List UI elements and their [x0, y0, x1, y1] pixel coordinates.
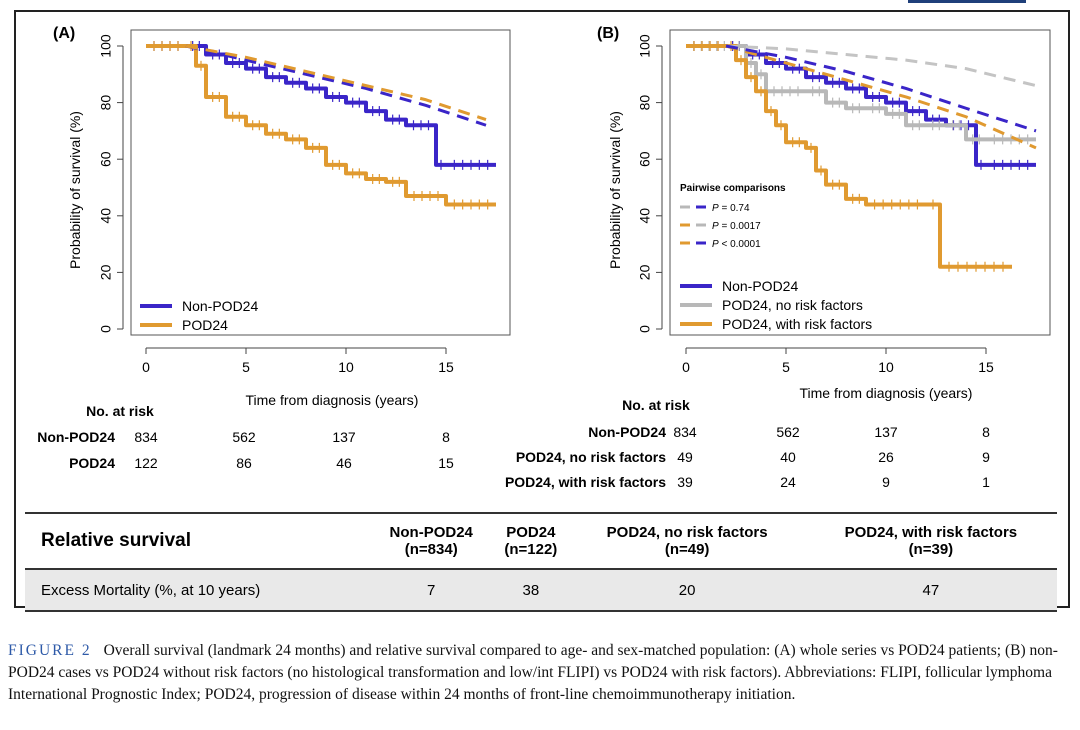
series-line-non-pod24	[686, 44, 1036, 167]
series-line-non-pod24	[146, 44, 496, 167]
series-line-pod24-with-risk-factors	[686, 44, 1012, 269]
reference-dashed-line	[185, 44, 487, 127]
risk-value: 562	[776, 424, 800, 440]
y-tick-label: 40	[637, 208, 653, 224]
risk-row-label: Non-POD24	[37, 429, 115, 445]
figure-label: FIGURE 2	[8, 642, 92, 659]
figure-caption: FIGURE 2 Overall survival (landmark 24 mo…	[8, 640, 1072, 706]
risk-value: 9	[982, 449, 990, 465]
x-axis-label: Time from diagnosis (years)	[246, 392, 419, 408]
column-header: POD24 (n=122)	[492, 512, 570, 570]
risk-row-label: Non-POD24	[588, 424, 666, 440]
reference-dashed-line	[185, 44, 487, 122]
column-header: POD24, no risk factors (n=49)	[569, 512, 805, 570]
table-cell: 7	[370, 569, 493, 612]
risk-value: 86	[236, 455, 252, 471]
x-tick-label: 15	[438, 359, 454, 375]
pairwise-p-value: P < 0.0001	[712, 239, 761, 250]
x-tick-label: 10	[338, 359, 354, 375]
risk-value: 15	[438, 455, 454, 471]
legend-label: POD24	[182, 317, 228, 333]
x-tick-label: 10	[878, 359, 894, 375]
x-axis-label: Time from diagnosis (years)	[800, 385, 973, 401]
series-line-pod24-no-risk-factors	[686, 44, 1036, 142]
row-label: Excess Mortality (%, at 10 years)	[25, 569, 371, 612]
risk-value: 834	[134, 429, 158, 445]
risk-value: 9	[882, 474, 890, 490]
table-cell: 38	[492, 569, 570, 612]
risk-value: 24	[780, 474, 796, 490]
risk-value: 40	[780, 449, 796, 465]
pairwise-title: Pairwise comparisons	[680, 183, 786, 194]
risk-value: 122	[134, 455, 158, 471]
column-header: POD24, with risk factors (n=39)	[804, 512, 1057, 570]
pairwise-p-value: P = 0.0017	[712, 221, 761, 232]
y-tick-label: 40	[98, 208, 114, 224]
plot-frame	[669, 29, 1051, 336]
risk-value: 49	[677, 449, 693, 465]
panel-label: (A)	[53, 25, 75, 42]
risk-value: 39	[677, 474, 693, 490]
series-line-pod24	[146, 44, 496, 207]
plot-frame	[130, 29, 511, 336]
caption-text: Overall survival (landmark 24 months) an…	[8, 642, 1058, 703]
risk-value: 137	[332, 429, 356, 445]
risk-value: 1	[982, 474, 990, 490]
y-tick-label: 60	[637, 151, 653, 167]
legend-label: Non-POD24	[182, 298, 258, 314]
risk-table-title: No. at risk	[622, 397, 690, 413]
relative-survival-table: Relative survival Non-POD24 (n=834) POD24 (n…	[25, 512, 1057, 612]
relative-survival-body: Excess Mortality (%, at 10 years) 7 38 20 47	[25, 569, 1057, 612]
y-tick-label: 0	[98, 325, 114, 333]
y-tick-label: 80	[98, 95, 114, 111]
y-axis-label: Probability of survival (%)	[67, 111, 83, 269]
y-tick-label: 60	[98, 151, 114, 167]
x-tick-label: 5	[242, 359, 250, 375]
y-tick-label: 0	[637, 325, 653, 333]
y-tick-label: 20	[637, 264, 653, 280]
panel-label: (B)	[597, 25, 619, 42]
chart-panel-a: 0 20 40 60 80 100 0 5 10 15 Probability of surviva…	[37, 25, 511, 471]
risk-value: 137	[874, 424, 898, 440]
x-tick-label: 0	[142, 359, 150, 375]
risk-value: 834	[673, 424, 697, 440]
column-header: Non-POD24 (n=834)	[370, 512, 493, 570]
table-cell: 47	[804, 569, 1057, 612]
risk-row-label: POD24	[69, 455, 115, 471]
risk-table-title: No. at risk	[86, 403, 154, 419]
legend-label: Non-POD24	[722, 278, 798, 294]
reference-dashed-line	[725, 44, 1037, 133]
risk-value: 8	[442, 429, 450, 445]
reference-dashed-line	[725, 44, 1037, 88]
y-tick-label: 80	[637, 95, 653, 111]
y-tick-label: 100	[637, 34, 653, 58]
x-tick-label: 0	[682, 359, 690, 375]
pairwise-p-value: P = 0.74	[712, 203, 750, 214]
header-accent-bar	[908, 0, 1026, 3]
table-title: Relative survival	[25, 512, 371, 570]
risk-value: 26	[878, 449, 894, 465]
reference-dashed-line	[725, 44, 1037, 150]
x-tick-label: 5	[782, 359, 790, 375]
chart-panel-b: 0 20 40 60 80 100 0 5 10 15 Probability of surviva…	[505, 25, 1051, 490]
risk-value: 562	[232, 429, 256, 445]
y-tick-label: 20	[98, 264, 114, 280]
legend-label: POD24, with risk factors	[722, 316, 872, 332]
x-tick-label: 15	[978, 359, 994, 375]
table-row: Excess Mortality (%, at 10 years) 7 38 20 47	[25, 569, 1057, 612]
table-cell: 20	[569, 569, 805, 612]
y-tick-label: 100	[98, 34, 114, 58]
risk-row-label: POD24, no risk factors	[516, 449, 666, 465]
risk-value: 8	[982, 424, 990, 440]
risk-row-label: POD24, with risk factors	[505, 474, 666, 490]
relative-survival-header-row: Relative survival Non-POD24 (n=834) POD24 (n…	[25, 512, 1057, 570]
risk-value: 46	[336, 455, 352, 471]
y-axis-label: Probability of survival (%)	[607, 111, 623, 269]
legend-label: POD24, no risk factors	[722, 297, 863, 313]
